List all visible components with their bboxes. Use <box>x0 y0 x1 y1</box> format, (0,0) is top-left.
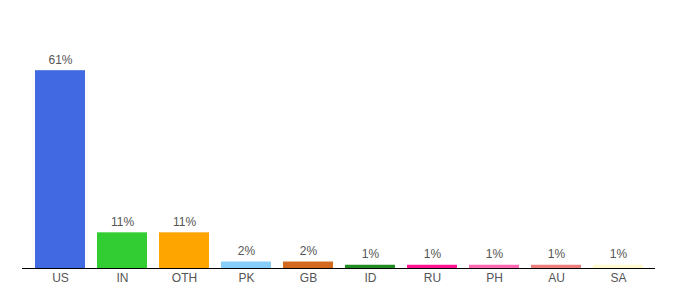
svg-text:ID: ID <box>365 271 377 285</box>
svg-text:1%: 1% <box>610 247 628 261</box>
svg-text:GB: GB <box>300 271 317 285</box>
svg-text:2%: 2% <box>238 244 256 258</box>
svg-text:1%: 1% <box>362 247 380 261</box>
svg-text:1%: 1% <box>486 247 504 261</box>
svg-text:PH: PH <box>486 271 503 285</box>
svg-text:1%: 1% <box>548 247 566 261</box>
svg-text:2%: 2% <box>300 244 318 258</box>
svg-text:61%: 61% <box>48 53 72 67</box>
svg-text:RU: RU <box>424 271 441 285</box>
svg-text:1%: 1% <box>424 247 442 261</box>
svg-text:AU: AU <box>548 271 565 285</box>
svg-text:SA: SA <box>610 271 626 285</box>
svg-text:OTH: OTH <box>172 271 197 285</box>
svg-text:US: US <box>52 271 69 285</box>
svg-text:11%: 11% <box>173 215 196 229</box>
svg-text:PK: PK <box>238 271 254 285</box>
svg-text:IN: IN <box>117 271 129 285</box>
svg-text:11%: 11% <box>111 215 134 229</box>
